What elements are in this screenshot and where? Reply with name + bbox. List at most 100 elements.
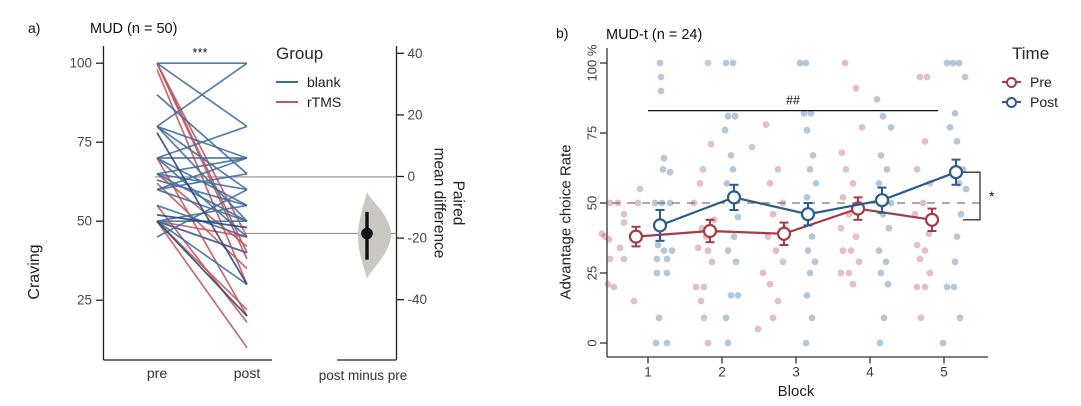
b-scatter-point <box>919 199 927 207</box>
b-scatter-point <box>957 210 965 218</box>
a-paired-slope-line <box>156 94 248 175</box>
b-scatter-point <box>880 314 888 322</box>
b-scatter-point <box>754 325 762 333</box>
b-scatter-point <box>722 314 730 322</box>
a-paired-slope-line <box>156 157 248 317</box>
legend-item-post-label: Post <box>1030 94 1059 110</box>
b-scatter-point <box>610 283 618 291</box>
a-diff-tick-label: 40 <box>408 46 423 61</box>
b-scatter-point <box>837 269 845 277</box>
b-scatter-point <box>666 199 674 207</box>
b-scatter-point <box>852 84 860 92</box>
b-scatter-point <box>732 194 740 201</box>
b-scatter-point <box>663 255 671 263</box>
b-scatter-point <box>877 152 885 159</box>
b-scatter-point <box>632 236 640 243</box>
legend-item-pre-label: Pre <box>1030 74 1052 90</box>
b-scatter-point <box>913 241 921 249</box>
b-scatter-point <box>842 166 850 173</box>
b-scatter-point <box>779 199 787 207</box>
b-scatter-point <box>660 247 668 255</box>
b-scatter-point <box>614 199 622 207</box>
a-diff-tick-label: -20 <box>408 231 428 246</box>
b-scatter-point <box>722 59 730 67</box>
b-y-tick-label: 25 <box>584 266 599 280</box>
b-scatter-point <box>655 314 663 322</box>
b-scatter-point <box>653 255 661 263</box>
b-x-tick-label: 2 <box>718 365 726 380</box>
a-x-category-pre: pre <box>147 365 167 381</box>
b-scatter-point <box>692 283 700 291</box>
a-difference-violin <box>357 191 392 279</box>
b-scatter-point <box>803 126 811 134</box>
a-paired-slope-line <box>156 69 248 285</box>
b-x-tick-label: 4 <box>866 365 874 380</box>
panel-b-y-axis-label: Advantage choice Rate <box>557 144 575 300</box>
a-x-category-diff: post minus pre <box>319 368 408 383</box>
b-scatter-point <box>811 258 819 266</box>
legend-item-rtms: rTMS <box>276 92 341 112</box>
legend-item-blank-label: blank <box>307 74 341 90</box>
b-scatter-point <box>804 247 812 255</box>
panel-a-y-axis-label: Craving <box>26 244 43 300</box>
b-scatter-point <box>925 230 933 238</box>
a-paired-slope-line <box>156 220 248 254</box>
b-scatter-point <box>921 247 929 255</box>
b-scatter-point <box>774 166 782 173</box>
b-mean-point-post <box>800 207 816 222</box>
a-paired-slope-line <box>156 157 248 191</box>
b-scatter-point <box>769 210 777 218</box>
b-scatter-point <box>620 219 628 227</box>
b-scatter-point <box>734 292 742 299</box>
b-scatter-point <box>913 283 921 291</box>
a-paired-slope-line <box>156 188 248 238</box>
b-mean-point-pre <box>702 223 718 239</box>
a-y-tick-label: 50 <box>77 214 92 229</box>
pre-pointrange-swatch-icon <box>1002 76 1021 88</box>
b-scatter-point <box>653 269 661 277</box>
b-scatter-point <box>748 143 756 151</box>
a-paired-slope-line <box>156 125 248 222</box>
b-y-tick-label: 100 % <box>584 44 599 81</box>
b-scatter-point <box>698 224 706 232</box>
b-scatter-point <box>724 112 732 120</box>
b-scatter-point <box>606 199 614 207</box>
b-scatter-point <box>700 314 708 322</box>
b-scatter-point <box>654 241 662 249</box>
b-scatter-point <box>697 297 705 305</box>
b-scatter-point <box>630 297 638 305</box>
b-bracket-significance-label: * <box>989 188 995 204</box>
b-scatter-point <box>887 124 895 131</box>
b-mean-point-pre <box>924 212 940 227</box>
b-scatter-point <box>659 166 667 173</box>
b-scatter-point <box>723 180 731 187</box>
a-paired-slope-line <box>156 204 248 238</box>
b-scatter-point <box>668 247 676 255</box>
b-scatter-point <box>926 180 934 187</box>
b-scatter-point <box>729 59 737 67</box>
a-paired-slope-line <box>156 220 248 349</box>
b-scatter-point <box>959 166 967 173</box>
a-paired-slope-line <box>156 157 248 207</box>
b-scatter-point <box>704 59 712 67</box>
panel-a-right-axis-label: Paired mean difference <box>430 147 467 259</box>
b-scatter-point <box>759 269 767 277</box>
b-scatter-point <box>656 59 664 67</box>
a-paired-slope-line <box>156 157 248 175</box>
a-mean-difference-dot <box>361 227 373 240</box>
b-scatter-point <box>956 314 964 322</box>
b-scatter-point <box>855 199 863 207</box>
b-scatter-point <box>855 258 863 266</box>
b-mean-point-pre <box>776 226 792 241</box>
a-paired-slope-line <box>156 62 248 260</box>
b-scatter-point <box>875 180 883 187</box>
b-scatter-point <box>800 110 808 117</box>
b-scatter-point <box>955 59 963 67</box>
a-significance-stars: *** <box>192 45 207 60</box>
a-paired-slope-line <box>156 132 248 285</box>
a-paired-slope-line <box>156 172 248 191</box>
b-mean-point-post <box>948 165 964 180</box>
b-comparison-bracket <box>963 171 981 221</box>
a-paired-slope-line <box>156 125 248 159</box>
b-scatter-point <box>876 339 884 347</box>
